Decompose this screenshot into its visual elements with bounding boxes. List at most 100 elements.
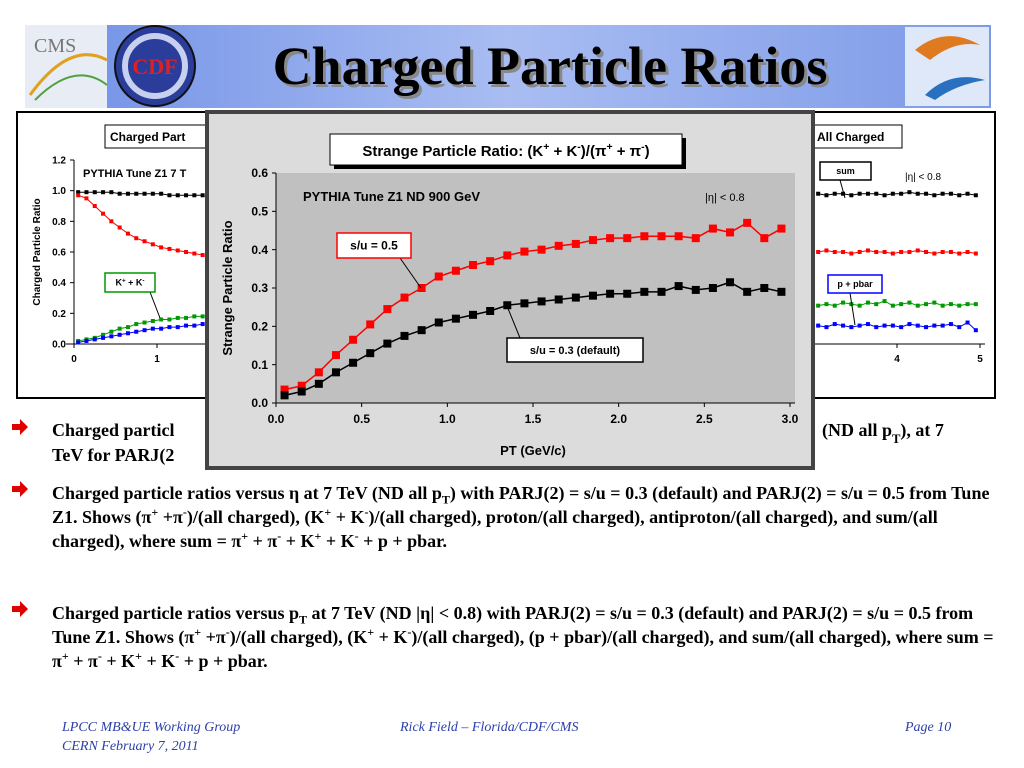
x-tick-label: 3.0 xyxy=(782,412,799,426)
data-point xyxy=(965,302,970,307)
data-point xyxy=(184,315,189,320)
data-point xyxy=(349,335,358,344)
data-point xyxy=(816,303,821,308)
data-point xyxy=(623,234,632,243)
superscript: - xyxy=(277,529,282,543)
data-point xyxy=(623,289,632,298)
data-point xyxy=(865,191,870,196)
x-axis-label: PT (GeV/c) xyxy=(500,443,566,458)
data-point xyxy=(109,190,114,195)
text-run: + K xyxy=(126,278,143,288)
data-point xyxy=(915,323,920,328)
cdf-logo-ring xyxy=(122,33,188,99)
data-point xyxy=(932,323,937,328)
superscript: + xyxy=(151,505,159,519)
data-point xyxy=(134,236,139,241)
superscript: - xyxy=(407,625,412,639)
superscript: - xyxy=(354,529,359,543)
data-point xyxy=(674,232,683,241)
callout-line xyxy=(399,257,422,289)
text-run: Strange Particle Ratio: (K xyxy=(362,143,543,160)
data-point xyxy=(640,232,649,241)
data-point xyxy=(125,325,130,330)
data-point xyxy=(400,293,409,302)
data-point xyxy=(117,326,122,331)
superscript: + xyxy=(606,141,612,153)
data-point xyxy=(973,251,978,256)
text-run: + π xyxy=(248,531,278,551)
text-run: + K xyxy=(331,507,365,527)
data-point xyxy=(882,193,887,198)
data-point xyxy=(957,251,962,256)
data-point xyxy=(451,314,460,323)
y-tick-label: 0.2 xyxy=(52,309,66,320)
data-point xyxy=(832,303,837,308)
text-run: +π xyxy=(158,507,183,527)
data-point xyxy=(192,323,197,328)
data-point xyxy=(907,300,912,305)
text-run: Charged particle ratios versus p xyxy=(52,603,299,623)
text-run: ), at 7 xyxy=(900,420,944,441)
data-point xyxy=(657,287,666,296)
superscript: - xyxy=(364,505,369,519)
superscript: + xyxy=(122,277,126,284)
cms-logo-track xyxy=(28,53,108,96)
data-point xyxy=(957,325,962,330)
data-point xyxy=(192,193,197,198)
data-point xyxy=(890,323,895,328)
data-point xyxy=(973,302,978,307)
data-point xyxy=(142,191,147,196)
data-point xyxy=(816,250,821,254)
subscript: T xyxy=(441,492,450,507)
data-point xyxy=(948,191,953,196)
chart-subtitle: PYTHIA Tune Z1 7 T xyxy=(83,168,187,180)
callout-label: sum xyxy=(836,166,855,176)
data-point xyxy=(708,224,717,233)
x-tick-label: 1.5 xyxy=(525,412,542,426)
data-point xyxy=(554,295,563,304)
data-point xyxy=(134,322,139,327)
x-tick-label: 1.0 xyxy=(439,412,456,426)
data-point xyxy=(101,335,106,340)
data-point xyxy=(948,250,953,254)
data-point xyxy=(606,234,615,243)
y-tick-label: 0.0 xyxy=(251,396,268,410)
data-point xyxy=(84,338,89,343)
data-point xyxy=(76,193,81,198)
data-point xyxy=(816,323,821,328)
superscript: + xyxy=(61,649,69,663)
text-run: + K xyxy=(549,143,577,160)
callout-line xyxy=(849,292,856,326)
data-point xyxy=(674,282,683,291)
superscript: + xyxy=(194,625,202,639)
data-point xyxy=(973,193,978,198)
data-point xyxy=(109,329,114,334)
data-point xyxy=(92,190,97,195)
data-point xyxy=(849,193,854,198)
data-point xyxy=(907,250,912,254)
y-tick-label: 0.6 xyxy=(52,248,66,259)
data-point xyxy=(915,303,920,308)
callout-box xyxy=(336,232,412,259)
series-line xyxy=(78,191,203,196)
text-run: + π xyxy=(613,143,642,160)
bullet-text: Charged particle ratios versus η at 7 Te… xyxy=(52,481,1010,553)
right-logo-shape xyxy=(925,77,985,100)
cms-logo xyxy=(25,25,107,108)
data-point xyxy=(841,323,846,328)
chart-note: |η| < 0.8 xyxy=(905,172,941,183)
data-point xyxy=(726,278,735,287)
data-point xyxy=(816,191,821,196)
data-point xyxy=(588,291,597,300)
cdf-logo-text: CDF xyxy=(132,54,177,79)
data-point xyxy=(865,322,870,327)
superscript: + xyxy=(241,529,249,543)
data-point xyxy=(417,284,426,292)
y-axis-label: Strange Particle Ratio xyxy=(220,220,235,355)
chart-note: |η| < 0.8 xyxy=(705,192,745,204)
text-run: +π xyxy=(201,627,226,647)
bullet-text: TeV for PARJ(2 xyxy=(52,445,174,466)
chart-title-box xyxy=(329,133,683,166)
data-point xyxy=(520,247,529,256)
